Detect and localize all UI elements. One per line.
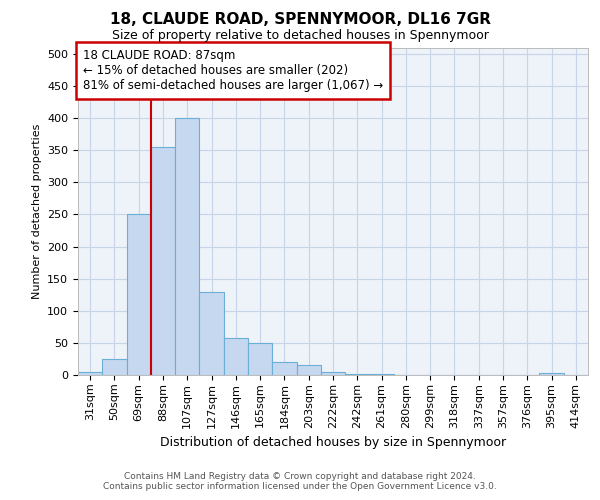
- Bar: [199, 292, 224, 375]
- Bar: [296, 366, 321, 375]
- Bar: [224, 338, 248, 375]
- Bar: [248, 343, 272, 375]
- Bar: [370, 374, 394, 375]
- Bar: [102, 359, 127, 375]
- Bar: [345, 374, 370, 375]
- Bar: [151, 147, 175, 375]
- Y-axis label: Number of detached properties: Number of detached properties: [32, 124, 41, 299]
- Bar: [127, 214, 151, 375]
- Text: 18 CLAUDE ROAD: 87sqm
← 15% of detached houses are smaller (202)
81% of semi-det: 18 CLAUDE ROAD: 87sqm ← 15% of detached …: [83, 49, 383, 92]
- Bar: [539, 373, 564, 375]
- Text: Contains HM Land Registry data © Crown copyright and database right 2024.
Contai: Contains HM Land Registry data © Crown c…: [103, 472, 497, 491]
- Bar: [78, 372, 102, 375]
- Text: Size of property relative to detached houses in Spennymoor: Size of property relative to detached ho…: [112, 29, 488, 42]
- Text: 18, CLAUDE ROAD, SPENNYMOOR, DL16 7GR: 18, CLAUDE ROAD, SPENNYMOOR, DL16 7GR: [110, 12, 491, 28]
- Bar: [272, 362, 296, 375]
- X-axis label: Distribution of detached houses by size in Spennymoor: Distribution of detached houses by size …: [160, 436, 506, 449]
- Bar: [175, 118, 199, 375]
- Bar: [321, 372, 345, 375]
